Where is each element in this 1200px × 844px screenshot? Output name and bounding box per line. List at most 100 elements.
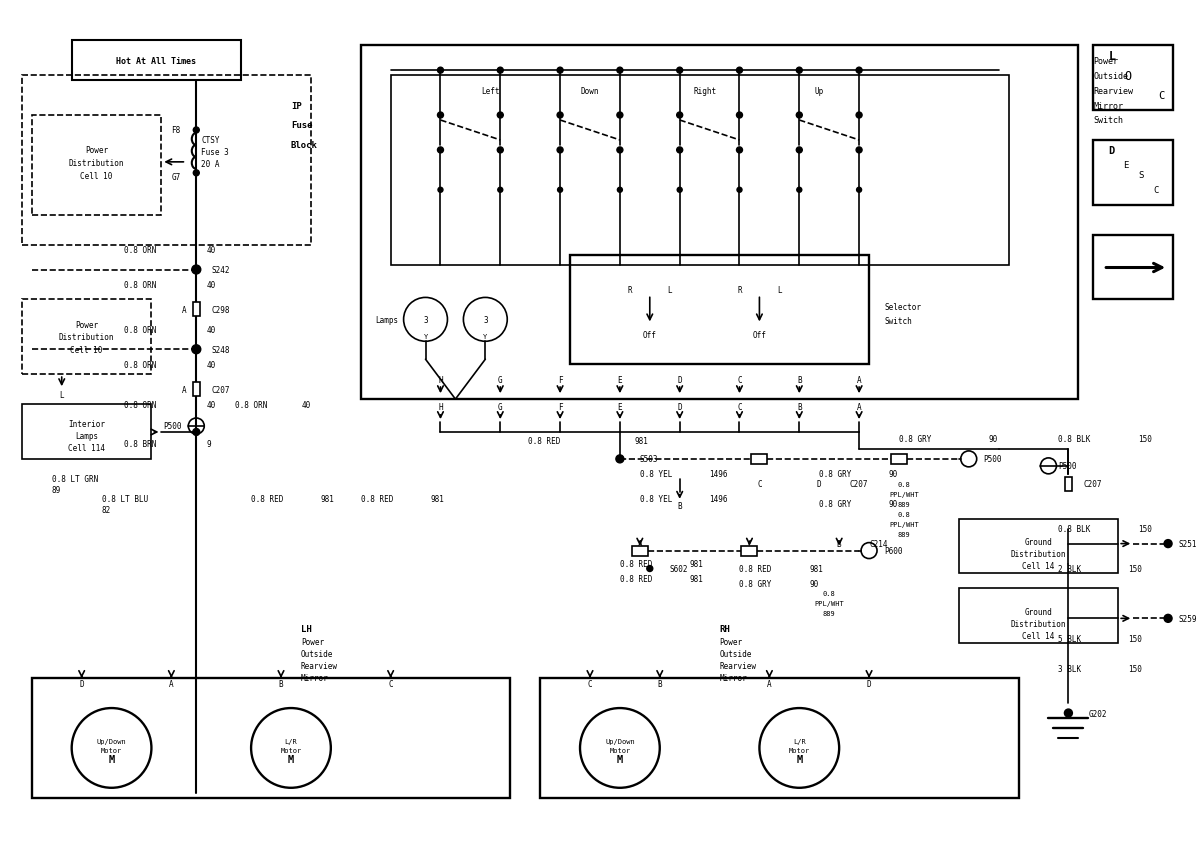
Text: Block: Block [290, 141, 318, 150]
Text: Mirror: Mirror [720, 673, 748, 682]
Text: Power: Power [720, 637, 743, 646]
Text: 0.8 ORN: 0.8 ORN [124, 326, 156, 334]
Text: Power: Power [85, 146, 108, 155]
Text: 0.8 ORN: 0.8 ORN [124, 280, 156, 289]
Text: B: B [836, 539, 841, 549]
Text: Off: Off [752, 330, 767, 339]
Text: 981: 981 [320, 495, 335, 504]
Text: 0.8 ORN: 0.8 ORN [235, 400, 268, 409]
Circle shape [677, 113, 683, 119]
Text: Y: Y [484, 334, 487, 340]
Bar [1093, 235, 1174, 300]
Circle shape [497, 68, 503, 74]
Text: 90: 90 [889, 470, 899, 479]
Circle shape [797, 188, 802, 193]
Text: Switch: Switch [1093, 116, 1123, 126]
Text: D: D [79, 679, 84, 688]
Circle shape [647, 565, 653, 572]
Circle shape [737, 68, 743, 74]
Text: Lamps: Lamps [376, 316, 398, 324]
Text: R: R [628, 285, 632, 295]
Circle shape [617, 113, 623, 119]
Text: 20 A: 20 A [202, 160, 220, 169]
Text: 150: 150 [1128, 565, 1142, 573]
Text: PPL/WHT: PPL/WHT [889, 491, 919, 497]
Text: 40: 40 [206, 326, 216, 334]
Text: C: C [737, 402, 742, 411]
Text: 40: 40 [206, 360, 216, 370]
Text: Rearview: Rearview [301, 661, 338, 670]
Text: O: O [1124, 69, 1132, 83]
Text: E: E [1123, 161, 1128, 170]
Circle shape [192, 266, 200, 274]
Text: Outside: Outside [1093, 72, 1128, 80]
Circle shape [617, 188, 623, 193]
Text: S602: S602 [670, 565, 689, 573]
Text: 0.8 RED: 0.8 RED [361, 495, 394, 504]
Circle shape [557, 113, 563, 119]
Circle shape [797, 113, 803, 119]
Bar [193, 382, 199, 397]
Text: 0.8 GRY: 0.8 GRY [899, 435, 931, 444]
Text: Right: Right [694, 86, 716, 95]
Text: 0.8 RED: 0.8 RED [528, 437, 560, 446]
Text: D: D [866, 679, 871, 688]
Bar [32, 679, 510, 798]
Text: Distribution: Distribution [59, 333, 114, 341]
Text: 40: 40 [206, 400, 216, 409]
Text: 40: 40 [206, 246, 216, 255]
Text: 889: 889 [898, 531, 911, 537]
Text: Left: Left [481, 86, 499, 95]
Circle shape [737, 113, 743, 119]
Bar [193, 303, 199, 317]
Text: P500: P500 [984, 455, 1002, 464]
Text: Motor: Motor [101, 747, 122, 753]
Text: 889: 889 [898, 501, 911, 507]
Text: D: D [1109, 146, 1115, 155]
Text: Distribution: Distribution [68, 160, 125, 168]
Text: Interior: Interior [68, 420, 106, 429]
Text: 981: 981 [690, 560, 703, 568]
Text: Up/Down: Up/Down [605, 738, 635, 744]
Text: C: C [389, 679, 392, 688]
Text: 89: 89 [52, 485, 61, 495]
Text: Rearview: Rearview [720, 661, 756, 670]
Text: PPL/WHT: PPL/WHT [889, 521, 919, 527]
Circle shape [438, 68, 444, 74]
Circle shape [557, 148, 563, 154]
Text: C: C [1153, 186, 1158, 195]
Bar [1093, 141, 1174, 205]
Text: A: A [181, 385, 186, 394]
Text: G202: G202 [1088, 709, 1106, 717]
Bar [540, 679, 1019, 798]
Text: Selector: Selector [884, 302, 922, 311]
Text: E: E [618, 402, 622, 411]
Text: A: A [857, 376, 862, 384]
Text: C: C [748, 539, 751, 549]
Text: B: B [677, 501, 682, 511]
Bar [570, 255, 869, 365]
Text: C: C [757, 479, 762, 489]
Text: 0.8 RED: 0.8 RED [739, 565, 772, 573]
Text: D: D [817, 479, 822, 489]
Bar [1064, 477, 1072, 491]
Text: 0.8 BLK: 0.8 BLK [1058, 524, 1091, 533]
Text: Distribution: Distribution [1010, 619, 1067, 628]
Text: Motor: Motor [788, 747, 810, 753]
Text: 3: 3 [484, 316, 487, 324]
Text: Up/Down: Up/Down [97, 738, 126, 744]
Text: 3 BLK: 3 BLK [1058, 664, 1081, 673]
Text: S503: S503 [640, 455, 659, 464]
Text: Motor: Motor [610, 747, 630, 753]
Text: G: G [498, 402, 503, 411]
Text: 0.8 GRY: 0.8 GRY [820, 470, 852, 479]
Text: Outside: Outside [720, 649, 752, 658]
Circle shape [737, 148, 743, 154]
Text: F8: F8 [172, 127, 181, 135]
Bar [959, 519, 1118, 574]
Text: 40: 40 [301, 400, 311, 409]
Circle shape [193, 429, 199, 436]
Text: Y: Y [424, 334, 427, 340]
Text: Cell 14: Cell 14 [1022, 631, 1055, 640]
Circle shape [797, 68, 803, 74]
